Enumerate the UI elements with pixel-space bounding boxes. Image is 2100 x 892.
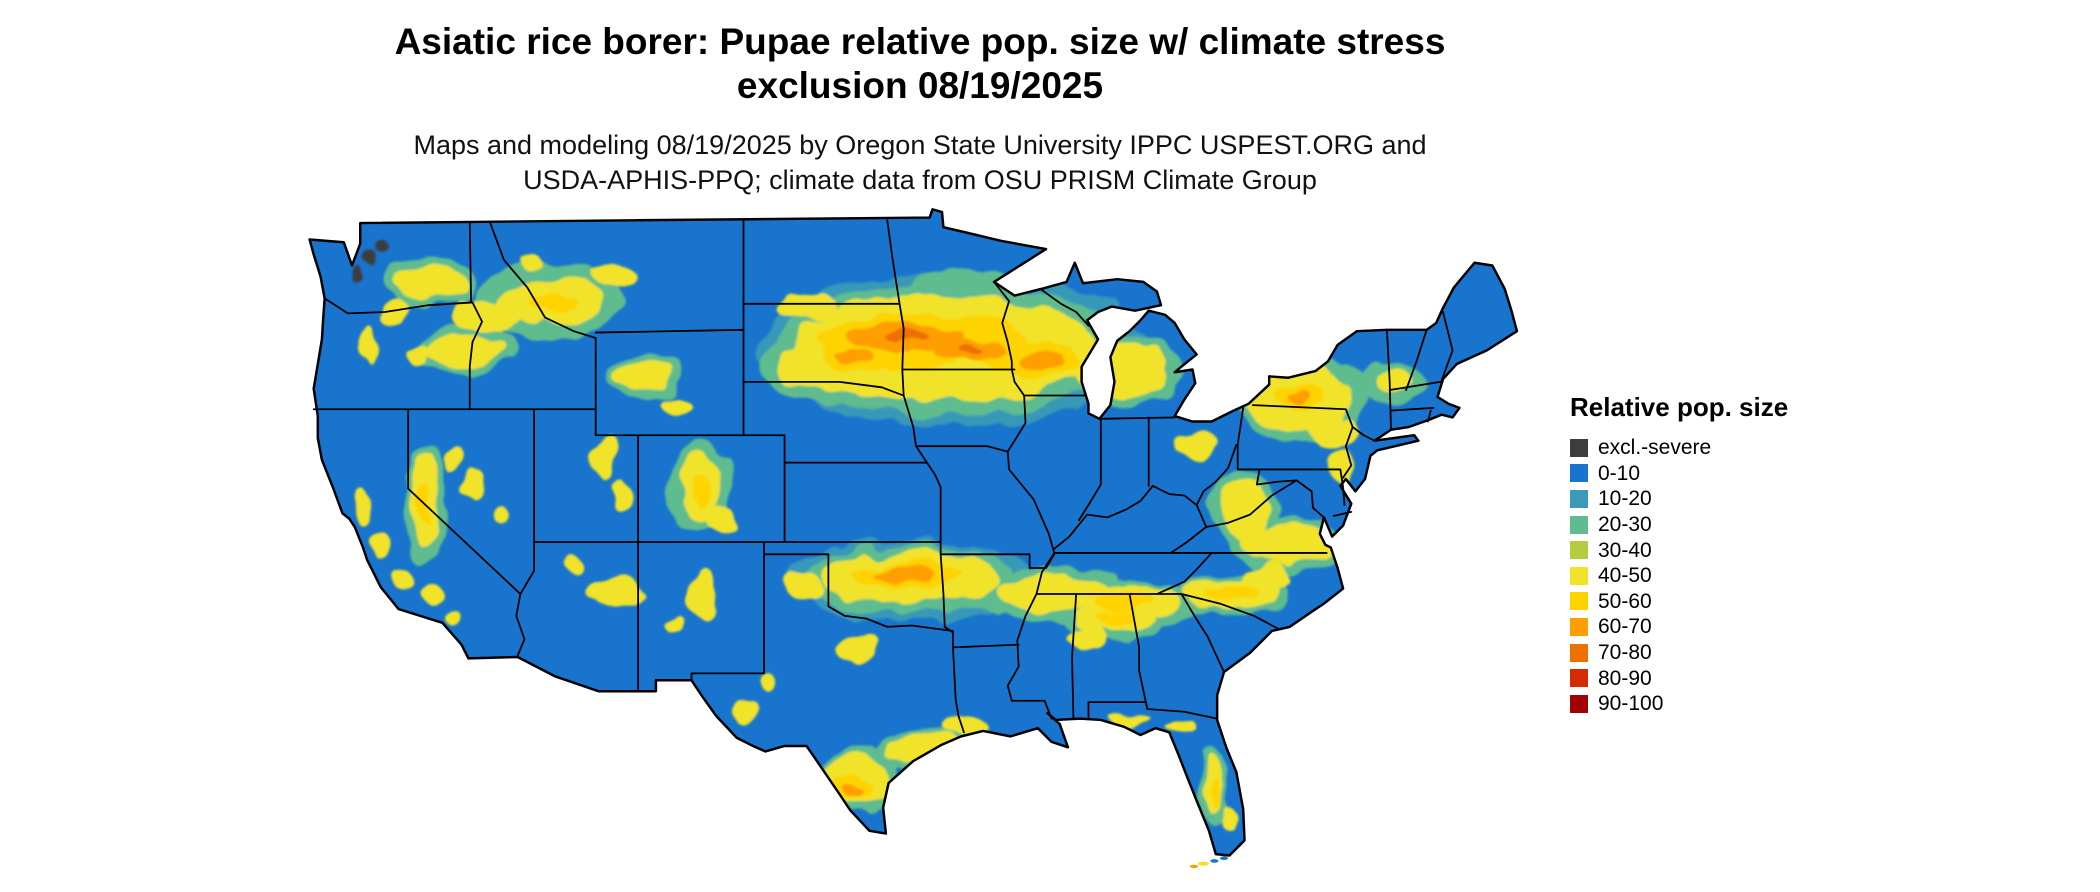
state-borders-east — [1169, 404, 1376, 554]
legend-label: 50-60 — [1598, 589, 1652, 613]
legend-swatch — [1570, 515, 1588, 534]
state-borders-new-england — [1386, 311, 1454, 431]
us-map — [308, 208, 1519, 869]
figure-title-line1: Asiatic rice borer: Pupae relative pop. … — [394, 21, 1446, 62]
state-borders-plains — [690, 219, 1056, 734]
florida-keys — [1189, 856, 1229, 869]
legend-row: 70-80 — [1570, 640, 1788, 666]
map-legend: Relative pop. size excl.-severe 0-10 10-20… — [1570, 392, 1788, 717]
legend-label: 10-20 — [1598, 487, 1652, 511]
legend-row: 30-40 — [1570, 537, 1788, 563]
legend-items: excl.-severe 0-10 10-20 20-30 30-40 40-50 50-6… — [1570, 435, 1788, 717]
raster-patches — [352, 243, 1430, 831]
figure-subtitle-line1: Maps and modeling 08/19/2025 by Oregon S… — [413, 130, 1427, 160]
legend-label: 60-70 — [1598, 615, 1652, 639]
legend-swatch — [1570, 438, 1588, 457]
figure-subtitle: Maps and modeling 08/19/2025 by Oregon S… — [0, 128, 1840, 197]
legend-row: 60-70 — [1570, 614, 1788, 640]
legend-row: 40-50 — [1570, 563, 1788, 589]
legend-row: 80-90 — [1570, 665, 1788, 691]
legend-swatch — [1570, 566, 1588, 585]
raster-tier-60-70 — [835, 322, 1307, 798]
legend-row: excl.-severe — [1570, 435, 1788, 461]
legend-label: 90-100 — [1598, 692, 1664, 716]
legend-swatch — [1570, 694, 1588, 713]
legend-label: 40-50 — [1598, 564, 1652, 588]
state-borders — [312, 219, 1454, 734]
state-borders-south — [1010, 552, 1328, 720]
legend-row: 90-100 — [1570, 691, 1788, 717]
legend-label: 0-10 — [1598, 461, 1641, 485]
legend-label: 70-80 — [1598, 641, 1652, 665]
state-borders-west — [312, 219, 942, 693]
legend-swatch — [1570, 669, 1588, 688]
legend-label: excl.-severe — [1598, 436, 1712, 460]
legend-label: 80-90 — [1598, 666, 1652, 690]
legend-swatch — [1570, 643, 1588, 662]
state-borders-mississippi — [993, 281, 1056, 702]
population-raster — [309, 209, 1517, 856]
figure-title: Asiatic rice borer: Pupae relative pop. … — [0, 20, 1840, 109]
legend-row: 20-30 — [1570, 512, 1788, 538]
legend-row: 0-10 — [1570, 461, 1788, 487]
legend-label: 20-30 — [1598, 513, 1652, 537]
legend-swatch — [1570, 541, 1588, 560]
legend-swatch — [1570, 617, 1588, 636]
raster-tier-exclusion — [352, 243, 389, 282]
figure-title-line2: exclusion 08/19/2025 — [736, 65, 1104, 107]
legend-row: 10-20 — [1570, 486, 1788, 512]
state-borders-midwest — [1023, 289, 1238, 550]
us-outline — [308, 208, 1519, 857]
raster-tier-70-80 — [883, 329, 985, 355]
legend-swatch — [1570, 592, 1588, 611]
legend-label: 30-40 — [1598, 538, 1652, 562]
legend-row: 50-60 — [1570, 589, 1788, 615]
legend-title: Relative pop. size — [1570, 392, 1789, 422]
legend-swatch — [1570, 464, 1588, 483]
legend-swatch — [1570, 489, 1588, 508]
figure-subtitle-line2: USDA-APHIS-PPQ; climate data from OSU PR… — [523, 164, 1317, 195]
